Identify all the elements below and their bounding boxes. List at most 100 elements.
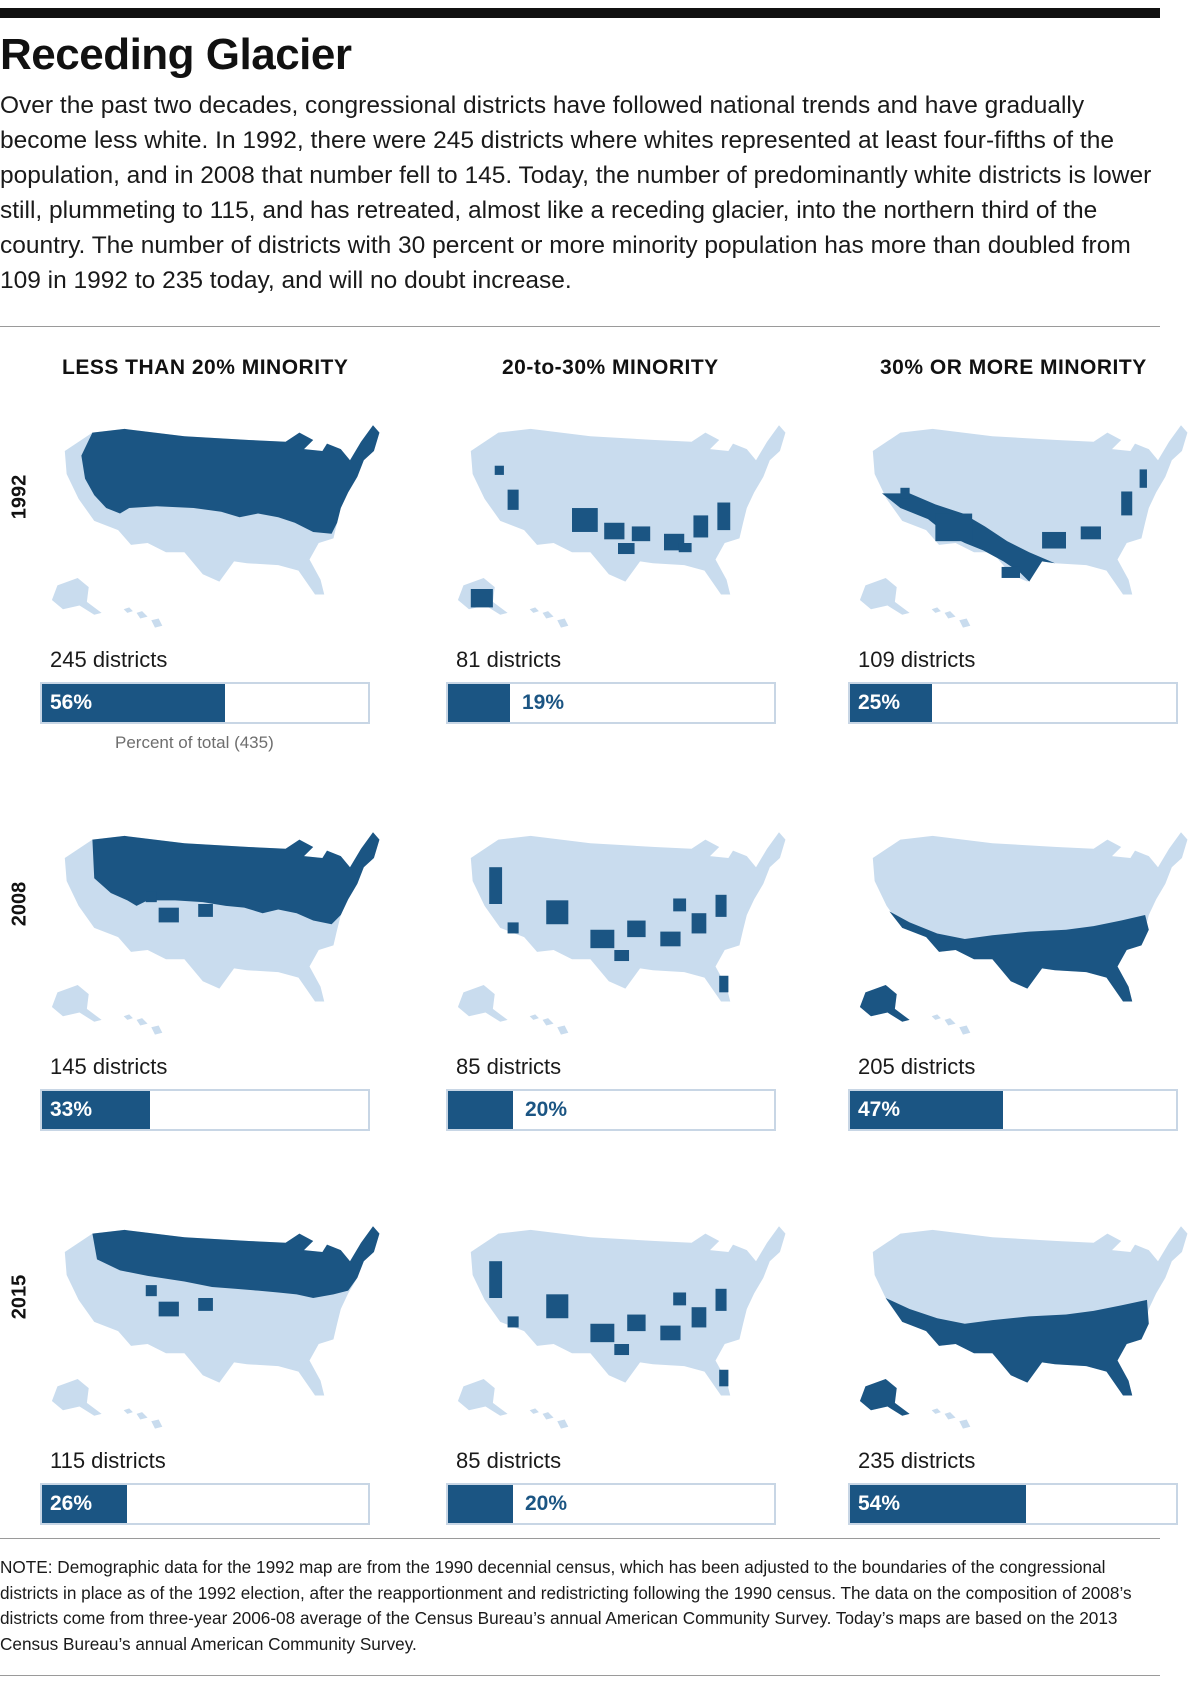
map-district-cluster — [717, 502, 731, 531]
divider-top — [0, 326, 1160, 327]
map-district-cluster — [693, 515, 709, 538]
column-header: 30% OR MORE MINORITY — [880, 356, 1147, 379]
page-title: Receding Glacier — [0, 30, 352, 79]
map-district-cluster — [660, 1325, 681, 1341]
map-district-cluster — [627, 920, 646, 938]
map-district-cluster — [935, 513, 973, 542]
map-district-cluster — [604, 522, 625, 540]
percent-label: 20% — [525, 1098, 568, 1121]
percent-bar-fill — [42, 1485, 127, 1523]
district-count: 245 districts — [50, 647, 168, 672]
percent-label: 47% — [858, 1098, 901, 1121]
map-base-shape — [457, 1226, 786, 1429]
map-district-cluster — [158, 1301, 179, 1317]
map-district-cluster — [145, 891, 157, 903]
map-district-cluster — [1042, 531, 1066, 549]
intro-paragraph: Over the past two decades, congressional… — [0, 92, 1152, 294]
district-count: 235 districts — [858, 1448, 976, 1473]
percent-bar-fill — [448, 1485, 513, 1523]
percent-bar: 20% — [446, 1089, 776, 1131]
percent-bar-fill — [850, 1091, 1003, 1129]
percent-bar-fill — [448, 684, 510, 722]
map-district-cluster — [590, 929, 615, 949]
map-district-cluster — [719, 975, 729, 993]
map-base-shape — [859, 425, 1188, 628]
map-district-cluster — [1121, 491, 1133, 516]
map-district-cluster — [507, 489, 519, 510]
map-district-cluster — [546, 1294, 569, 1319]
map-district-cluster — [590, 1323, 615, 1343]
map-district-cluster — [660, 931, 681, 947]
map-district-cluster — [691, 913, 707, 934]
column-header: LESS THAN 20% MINORITY — [62, 356, 349, 379]
map-district-cluster — [546, 900, 569, 925]
map-district-cluster — [1080, 526, 1101, 540]
map-district-cluster — [614, 1344, 630, 1356]
map-district-cluster — [673, 898, 687, 912]
percent-bar: 19% — [446, 682, 776, 724]
percent-label: 56% — [50, 691, 93, 714]
map-base-shape — [457, 832, 786, 1035]
map-district-cluster — [618, 543, 635, 555]
percent-label: 33% — [50, 1098, 93, 1121]
district-map — [51, 1226, 380, 1429]
district-map — [457, 832, 786, 1035]
district-map — [51, 425, 380, 628]
map-district-cluster — [507, 1316, 519, 1328]
percent-bar: 47% — [848, 1089, 1178, 1131]
percent-bar: 26% — [40, 1483, 370, 1525]
map-district-cluster — [614, 950, 630, 962]
map-district-cluster — [719, 1369, 729, 1387]
map-district-cluster — [691, 1307, 707, 1328]
map-district-cluster — [470, 589, 493, 608]
map-district-cluster — [900, 487, 910, 499]
map-district-cluster — [678, 543, 692, 553]
map-district-cluster — [673, 1292, 687, 1306]
map-region — [885, 1298, 1149, 1396]
district-map — [859, 425, 1188, 628]
map-district-cluster — [715, 1288, 727, 1311]
map-district-cluster — [145, 1285, 157, 1297]
district-map — [859, 1226, 1188, 1429]
map-region — [81, 425, 380, 534]
top-rule — [0, 8, 1160, 18]
map-region — [92, 832, 380, 925]
percent-label: 26% — [50, 1492, 93, 1515]
map-district-cluster — [627, 1314, 646, 1332]
map-region — [889, 911, 1149, 1002]
map-district-cluster — [198, 1298, 213, 1311]
district-count: 145 districts — [50, 1054, 168, 1079]
divider-bottom — [0, 1675, 1160, 1676]
percent-bar: 54% — [848, 1483, 1178, 1525]
map-region — [859, 1378, 910, 1416]
percent-bar-fill — [850, 1485, 1026, 1523]
percent-bar: 56% — [40, 682, 370, 724]
percent-bar-fill — [448, 1091, 513, 1129]
map-region — [92, 1226, 380, 1298]
map-district-cluster — [715, 894, 727, 917]
map-district-cluster — [494, 465, 504, 475]
map-district-cluster — [631, 526, 651, 542]
percent-of-total-note: Percent of total (435) — [115, 733, 274, 752]
percent-label: 54% — [858, 1492, 901, 1515]
district-count: 85 districts — [456, 1448, 562, 1473]
map-district-cluster — [507, 922, 519, 934]
district-count: 85 districts — [456, 1054, 562, 1079]
district-count: 109 districts — [858, 647, 976, 672]
percent-bar: 20% — [446, 1483, 776, 1525]
map-region — [859, 984, 910, 1022]
district-count: 115 districts — [50, 1448, 166, 1473]
percent-bar: 33% — [40, 1089, 370, 1131]
map-district-cluster — [198, 904, 213, 917]
map-district-cluster — [489, 1261, 503, 1298]
percent-bar: 25% — [848, 682, 1178, 724]
divider-note — [0, 1538, 1160, 1539]
percent-label: 19% — [522, 691, 565, 714]
footnote: NOTE: Demographic data for the 1992 map … — [0, 1557, 1132, 1654]
column-header: 20-to-30% MINORITY — [502, 356, 719, 379]
map-district-cluster — [158, 907, 179, 923]
district-map — [457, 1226, 786, 1429]
district-map — [859, 832, 1188, 1035]
percent-bar-fill — [850, 684, 932, 722]
percent-label: 20% — [525, 1492, 568, 1515]
